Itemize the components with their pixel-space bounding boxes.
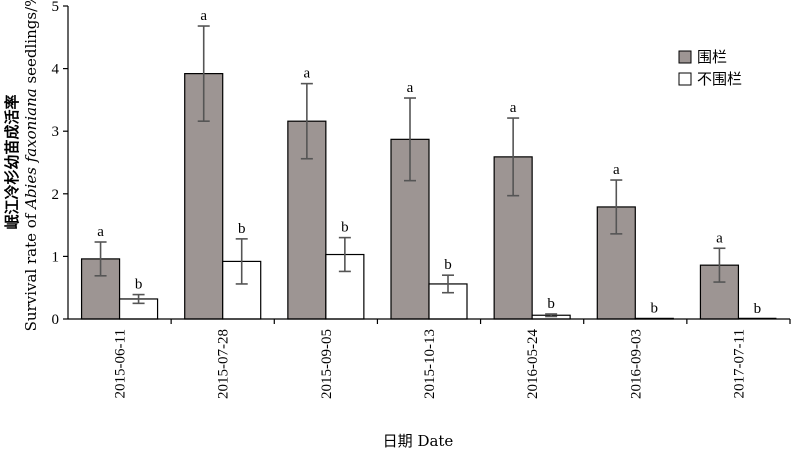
x-axis-title: 日期 Date	[383, 432, 454, 450]
y-tick-label: 2	[52, 187, 60, 203]
significance-label-unfenced: b	[238, 221, 246, 237]
significance-label-fenced: a	[304, 66, 311, 82]
x-tick-label: 2016-09-03	[628, 329, 644, 399]
significance-label-unfenced: b	[754, 301, 762, 317]
y-tick-label: 3	[52, 124, 60, 140]
significance-label-fenced: a	[200, 8, 207, 24]
y-tick-label: 0	[52, 312, 60, 328]
legend: 围栏 不围栏	[678, 48, 742, 88]
y-axis-title: 岷江冷杉幼苗成活率 Survival rate of Abies faxonia…	[3, 0, 40, 331]
y-tick-label: 4	[52, 62, 60, 78]
significance-label-fenced: a	[613, 162, 620, 178]
significance-label-unfenced: b	[444, 257, 452, 273]
legend-label-unfenced: 不围栏	[697, 70, 742, 88]
legend-swatch-fenced	[678, 50, 692, 64]
x-ticks: 2015-06-11 2015-07-28 2015-09-05 2015-10-13…	[113, 319, 791, 399]
significance-label-fenced: a	[510, 100, 517, 116]
y-axis-title-en-1: Survival rate of	[22, 209, 40, 332]
significance-label-unfenced: b	[547, 296, 555, 312]
x-tick-label: 2016-05-24	[525, 329, 541, 399]
y-axis-title-cn: 岷江冷杉幼苗成活率	[3, 94, 21, 229]
x-tick-label: 2015-09-05	[319, 329, 335, 399]
axes	[67, 6, 790, 320]
significance-label-fenced: a	[716, 230, 723, 246]
y-tick-label: 1	[52, 249, 60, 265]
x-tick-label: 2015-06-11	[113, 329, 129, 398]
significance-label-unfenced: b	[651, 300, 659, 316]
x-tick-label: 2015-07-28	[216, 329, 232, 399]
y-tick-label: 5	[52, 0, 60, 15]
legend-swatch-unfenced	[678, 72, 692, 86]
significance-label-fenced: a	[407, 80, 414, 96]
bar-fenced	[596, 206, 636, 320]
y-axis-title-en-2: seedlings/%	[22, 0, 40, 88]
x-tick-label: 2015-10-13	[422, 329, 438, 399]
y-axis-title-en: Survival rate of Abies faxoniana seedlin…	[22, 0, 40, 331]
y-axis-title-species: Abies faxoniana	[22, 88, 40, 211]
significance-label-unfenced: b	[341, 220, 349, 236]
significance-label-fenced: a	[97, 224, 104, 240]
significance-label-unfenced: b	[135, 277, 143, 293]
x-tick-label: 2017-07-11	[731, 329, 747, 398]
bars: a b a b a b a b a b a b a b	[80, 8, 777, 320]
legend-label-fenced: 围栏	[697, 48, 727, 66]
y-ticks: 0 1 2 3 4 5	[52, 0, 68, 328]
